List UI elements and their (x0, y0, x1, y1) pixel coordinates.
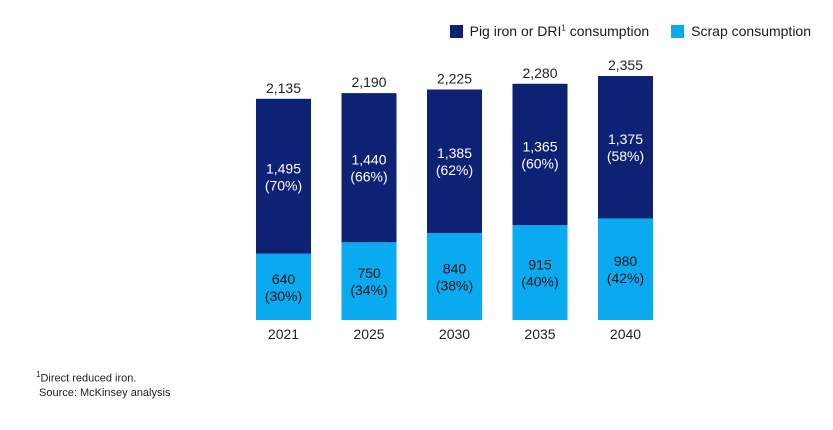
tick-label-2021: 2021 (268, 326, 299, 342)
label-pig-iron-value-2030: 1,385 (437, 145, 472, 161)
label-scrap-share-2025: (34%) (350, 282, 387, 298)
label-scrap-share-2021: (30%) (265, 288, 302, 304)
label-pig-iron-share-2035: (60%) (521, 155, 558, 171)
label-pig-iron-value-2021: 1,495 (266, 160, 301, 176)
label-pig-iron-share-2025: (66%) (350, 169, 387, 185)
label-scrap-share-2030: (38%) (436, 277, 473, 293)
bar-pig-iron-2030 (427, 89, 482, 233)
label-pig-iron-share-2040: (58%) (607, 148, 644, 164)
bar-scrap-2025 (341, 242, 397, 320)
footnotes: 1Direct reduced iron. Source: McKinsey a… (36, 368, 170, 400)
tick-label-2030: 2030 (439, 326, 470, 342)
tick-label-2040: 2040 (610, 326, 641, 342)
bar-scrap-2021 (256, 253, 311, 320)
label-scrap-value-2040: 980 (614, 253, 638, 269)
legend-swatch-scrap (671, 24, 685, 38)
bar-pig-iron-2040 (598, 76, 653, 219)
tick-label-2035: 2035 (524, 326, 555, 342)
bar-pig-iron-2021 (256, 98, 311, 254)
label-scrap-value-2035: 915 (528, 257, 552, 273)
source-note: Source: McKinsey analysis (39, 386, 171, 399)
legend: Pig iron or DRI1 consumption Scrap consu… (449, 23, 811, 39)
label-scrap-value-2030: 840 (443, 260, 467, 276)
legend-item-scrap: Scrap consumption (671, 23, 811, 39)
label-total-2035: 2,280 (522, 65, 557, 81)
bar-scrap-2040 (598, 218, 653, 320)
legend-swatch-pig-iron (449, 24, 463, 38)
tick-label-2025: 2025 (353, 326, 384, 342)
bar-scrap-2030 (427, 232, 482, 320)
bar-pig-iron-2025 (341, 93, 397, 243)
footnote-dri: 1Direct reduced iron. (36, 370, 137, 385)
label-pig-iron-share-2030: (62%) (436, 162, 473, 178)
label-pig-iron-value-2035: 1,365 (522, 138, 557, 154)
label-total-2021: 2,135 (266, 80, 301, 96)
label-scrap-value-2021: 640 (272, 271, 296, 287)
bar-scrap-2035 (512, 225, 568, 320)
legend-label-scrap: Scrap consumption (691, 23, 811, 39)
label-pig-iron-share-2021: (70%) (265, 177, 302, 193)
label-total-2025: 2,190 (351, 74, 386, 90)
label-scrap-value-2025: 750 (357, 265, 381, 281)
label-scrap-share-2040: (42%) (607, 270, 644, 286)
bar-pig-iron-2035 (512, 83, 568, 226)
label-total-2040: 2,355 (608, 57, 643, 73)
legend-label-pig-iron: Pig iron or DRI1 consumption (469, 23, 650, 39)
label-total-2030: 2,225 (437, 70, 472, 86)
label-pig-iron-value-2025: 1,440 (351, 152, 386, 168)
label-pig-iron-value-2040: 1,375 (608, 131, 643, 147)
legend-item-pig-iron: Pig iron or DRI1 consumption (449, 23, 650, 39)
label-scrap-share-2035: (40%) (521, 274, 558, 290)
